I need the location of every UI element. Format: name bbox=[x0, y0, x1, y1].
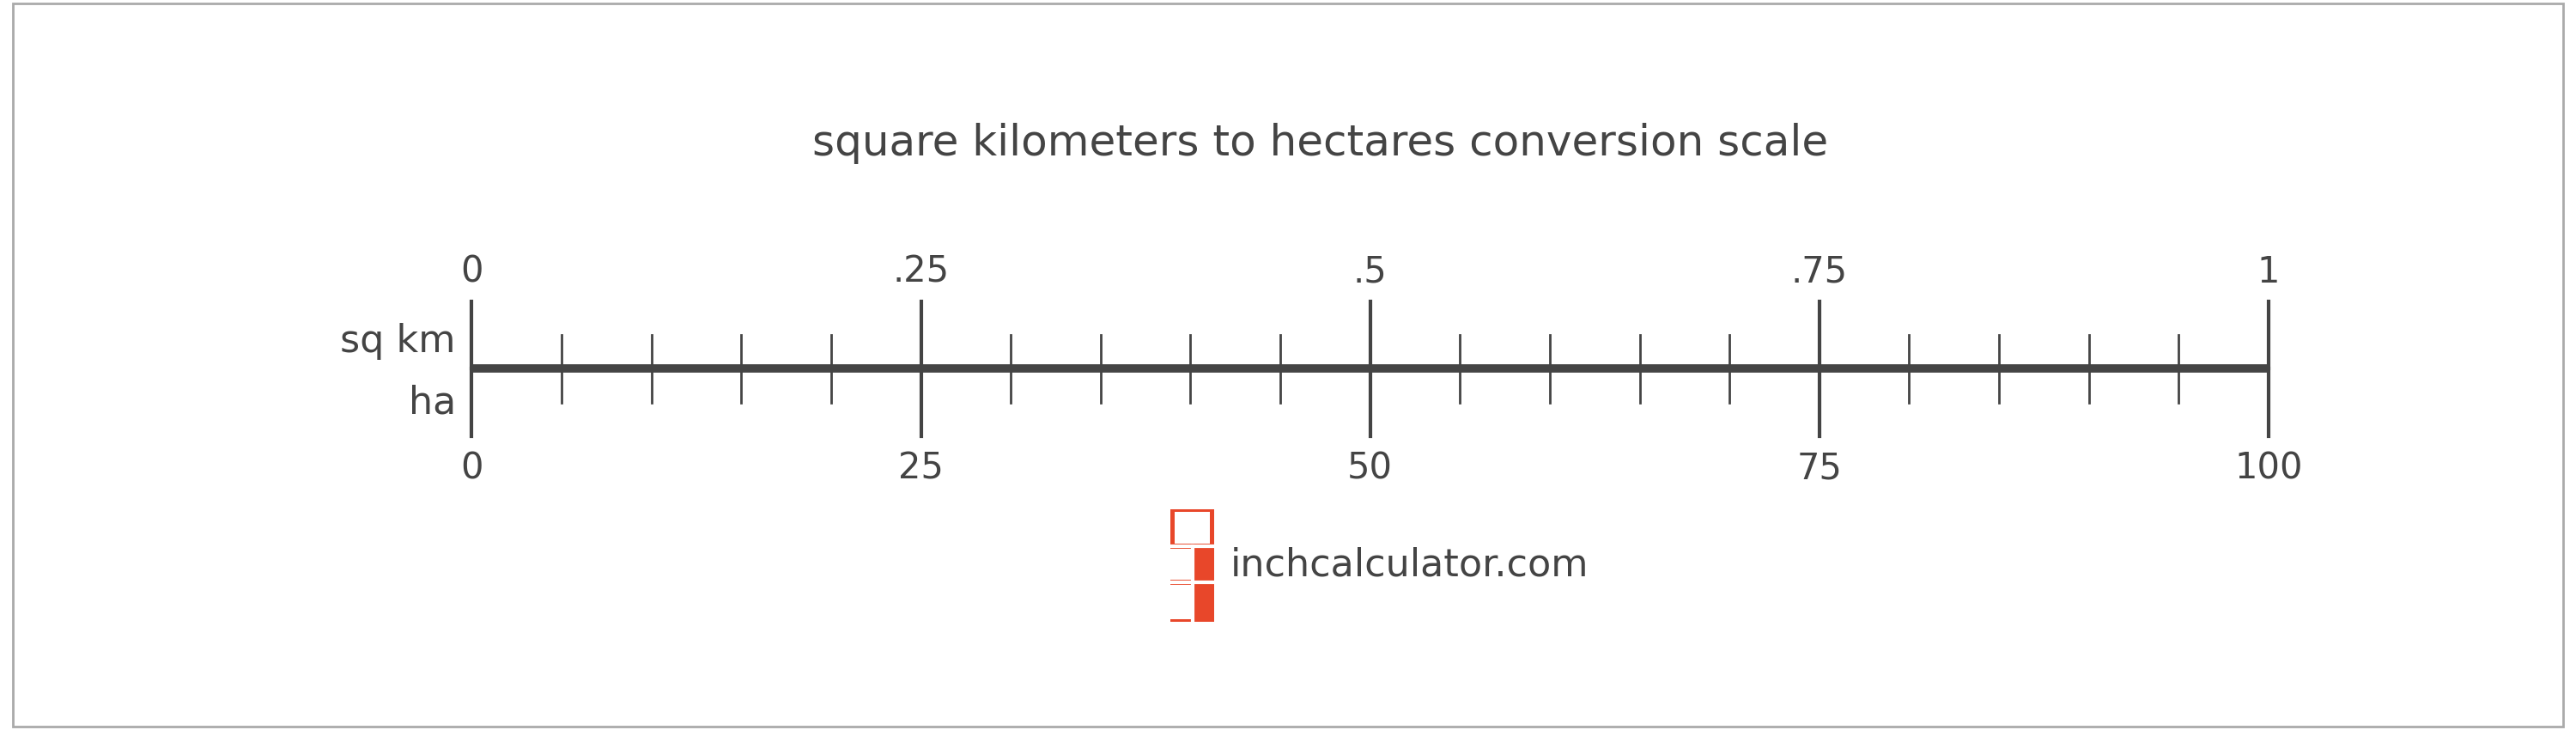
Bar bbox=[1170, 510, 1213, 622]
Bar bbox=[0, 549, 1175, 580]
Text: 75: 75 bbox=[1795, 450, 1842, 486]
Text: 25: 25 bbox=[899, 450, 943, 486]
Text: 100: 100 bbox=[2233, 450, 2303, 486]
Text: ha: ha bbox=[410, 384, 456, 420]
Text: 1: 1 bbox=[2257, 254, 2280, 290]
Text: .25: .25 bbox=[891, 254, 951, 290]
Text: sq km: sq km bbox=[340, 323, 456, 360]
Text: .5: .5 bbox=[1352, 254, 1386, 290]
Text: square kilometers to hectares conversion scale: square kilometers to hectares conversion… bbox=[811, 123, 1829, 164]
Bar bbox=[0, 585, 1195, 619]
Text: .75: .75 bbox=[1790, 254, 1847, 290]
Bar bbox=[0, 585, 1175, 619]
Text: 0: 0 bbox=[461, 254, 484, 290]
Text: 50: 50 bbox=[1347, 450, 1394, 486]
Bar bbox=[1175, 512, 1211, 543]
Bar bbox=[0, 549, 1195, 580]
Text: 0: 0 bbox=[461, 450, 484, 486]
Text: inchcalculator.com: inchcalculator.com bbox=[1231, 547, 1589, 584]
